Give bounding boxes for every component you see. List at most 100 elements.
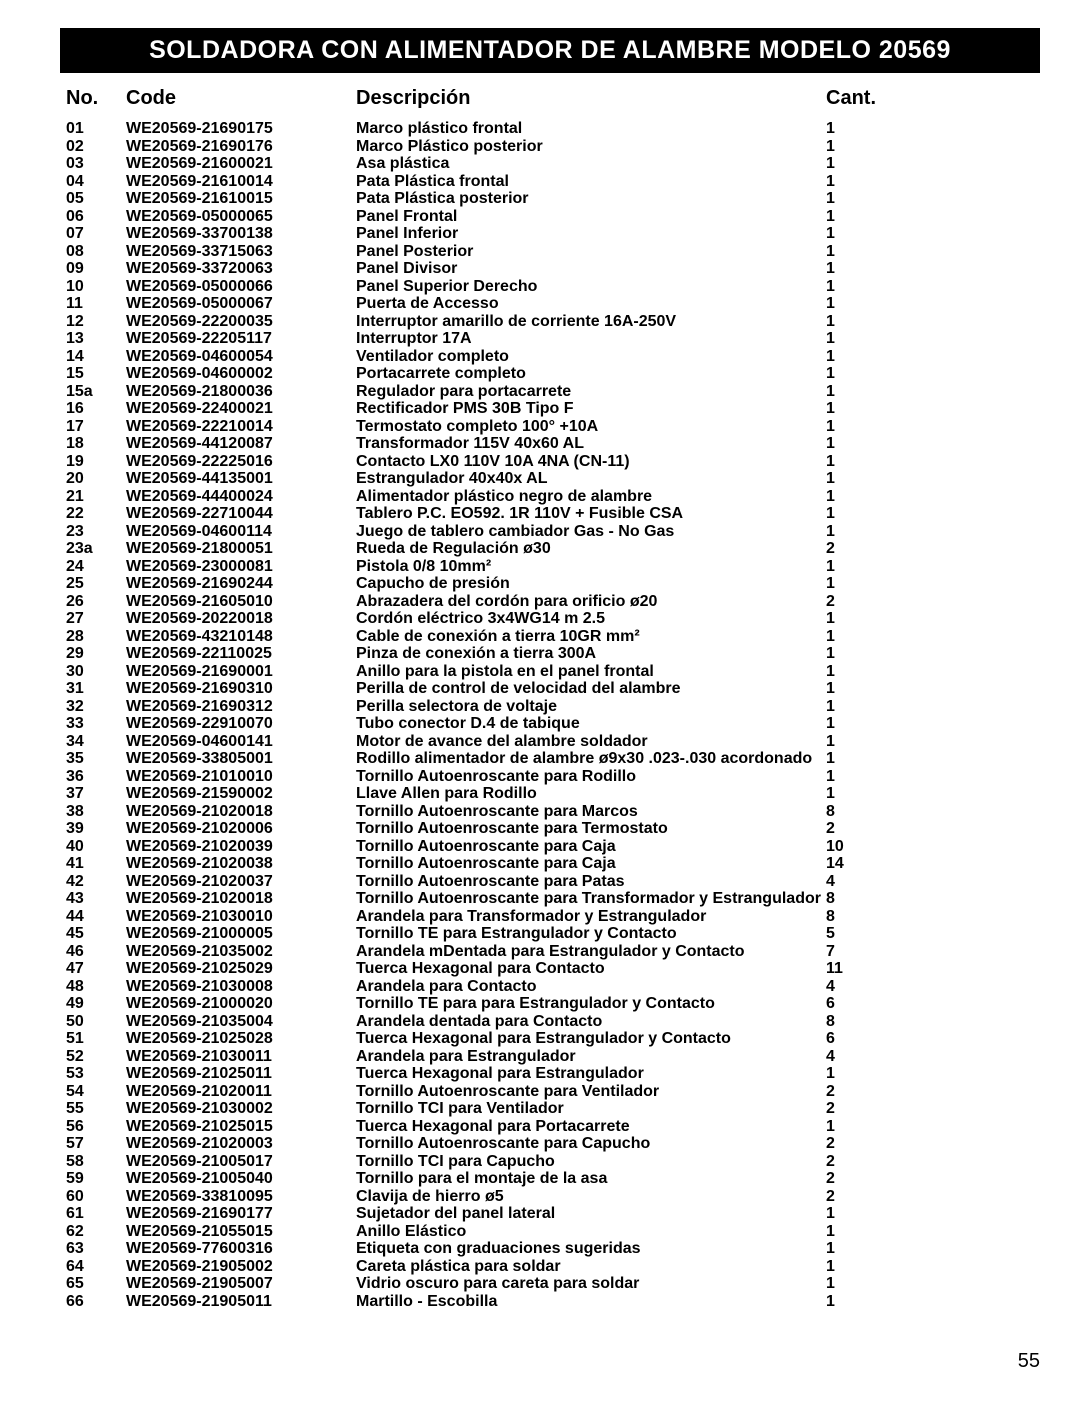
cell-no: 07 bbox=[66, 225, 126, 243]
table-row: 08WE20569-33715063Panel Posterior1 bbox=[66, 243, 1040, 261]
cell-desc: Tornillo Autoenroscante para Termostato bbox=[356, 820, 826, 838]
cell-desc: Tornillo Autoenroscante para Patas bbox=[356, 873, 826, 891]
cell-desc: Arandela para Transformador y Estrangula… bbox=[356, 908, 826, 926]
cell-code: WE20569-22710044 bbox=[126, 505, 356, 523]
cell-cant: 1 bbox=[826, 558, 886, 576]
table-row: 01WE20569-21690175Marco plástico frontal… bbox=[66, 120, 1040, 138]
table-row: 33WE20569-22910070Tubo conector D.4 de t… bbox=[66, 715, 1040, 733]
table-row: 57WE20569-21020003Tornillo Autoenroscant… bbox=[66, 1135, 1040, 1153]
table-row: 02WE20569-21690176Marco Plástico posteri… bbox=[66, 138, 1040, 156]
cell-cant: 1 bbox=[826, 785, 886, 803]
cell-cant: 1 bbox=[826, 260, 886, 278]
cell-cant: 2 bbox=[826, 1170, 886, 1188]
cell-desc: Interruptor 17A bbox=[356, 330, 826, 348]
cell-desc: Alimentador plástico negro de alambre bbox=[356, 488, 826, 506]
cell-no: 45 bbox=[66, 925, 126, 943]
table-row: 18WE20569-44120087Transformador 115V 40x… bbox=[66, 435, 1040, 453]
cell-cant: 1 bbox=[826, 750, 886, 768]
cell-code: WE20569-21025028 bbox=[126, 1030, 356, 1048]
table-row: 31WE20569-21690310Perilla de control de … bbox=[66, 680, 1040, 698]
cell-desc: Tornillo Autoenroscante para Rodillo bbox=[356, 768, 826, 786]
cell-cant: 1 bbox=[826, 1118, 886, 1136]
table-row: 65WE20569-21905007Vidrio oscuro para car… bbox=[66, 1275, 1040, 1293]
cell-code: WE20569-21020011 bbox=[126, 1083, 356, 1101]
table-row: 06WE20569-05000065Panel Frontal1 bbox=[66, 208, 1040, 226]
cell-code: WE20569-21055015 bbox=[126, 1223, 356, 1241]
cell-desc: Asa plástica bbox=[356, 155, 826, 173]
cell-cant: 1 bbox=[826, 348, 886, 366]
cell-no: 11 bbox=[66, 295, 126, 313]
cell-cant: 1 bbox=[826, 488, 886, 506]
cell-desc: Panel Frontal bbox=[356, 208, 826, 226]
cell-no: 05 bbox=[66, 190, 126, 208]
cell-no: 62 bbox=[66, 1223, 126, 1241]
cell-no: 27 bbox=[66, 610, 126, 628]
cell-cant: 2 bbox=[826, 1100, 886, 1118]
cell-no: 17 bbox=[66, 418, 126, 436]
cell-cant: 1 bbox=[826, 645, 886, 663]
cell-no: 41 bbox=[66, 855, 126, 873]
cell-no: 39 bbox=[66, 820, 126, 838]
cell-desc: Tornillo TE para para Estrangulador y Co… bbox=[356, 995, 826, 1013]
cell-cant: 1 bbox=[826, 330, 886, 348]
cell-no: 24 bbox=[66, 558, 126, 576]
cell-code: WE20569-21690175 bbox=[126, 120, 356, 138]
cell-desc: Tornillo Autoenroscante para Caja bbox=[356, 838, 826, 856]
cell-cant: 1 bbox=[826, 453, 886, 471]
cell-desc: Interruptor amarillo de corriente 16A-25… bbox=[356, 313, 826, 331]
cell-cant: 2 bbox=[826, 540, 886, 558]
cell-no: 10 bbox=[66, 278, 126, 296]
cell-cant: 7 bbox=[826, 943, 886, 961]
cell-no: 56 bbox=[66, 1118, 126, 1136]
title-bar: SOLDADORA CON ALIMENTADOR DE ALAMBRE MOD… bbox=[60, 28, 1040, 73]
table-header: No. Code Descripción Cant. bbox=[60, 87, 1040, 110]
cell-code: WE20569-21020039 bbox=[126, 838, 356, 856]
table-row: 43WE20569-21020018Tornillo Autoenroscant… bbox=[66, 890, 1040, 908]
cell-cant: 1 bbox=[826, 733, 886, 751]
cell-cant: 1 bbox=[826, 120, 886, 138]
cell-cant: 10 bbox=[826, 838, 886, 856]
cell-no: 03 bbox=[66, 155, 126, 173]
cell-code: WE20569-22400021 bbox=[126, 400, 356, 418]
cell-cant: 1 bbox=[826, 1240, 886, 1258]
cell-code: WE20569-21690310 bbox=[126, 680, 356, 698]
header-no: No. bbox=[66, 87, 126, 110]
cell-desc: Panel Inferior bbox=[356, 225, 826, 243]
cell-desc: Arandela mDentada para Estrangulador y C… bbox=[356, 943, 826, 961]
header-desc: Descripción bbox=[356, 87, 826, 110]
cell-code: WE20569-21690312 bbox=[126, 698, 356, 716]
table-row: 28WE20569-43210148Cable de conexión a ti… bbox=[66, 628, 1040, 646]
table-row: 23aWE20569-21800051Rueda de Regulación ø… bbox=[66, 540, 1040, 558]
cell-no: 19 bbox=[66, 453, 126, 471]
cell-no: 33 bbox=[66, 715, 126, 733]
page-title: SOLDADORA CON ALIMENTADOR DE ALAMBRE MOD… bbox=[149, 36, 951, 64]
cell-cant: 8 bbox=[826, 890, 886, 908]
table-row: 23WE20569-04600114Juego de tablero cambi… bbox=[66, 523, 1040, 541]
cell-desc: Rectificador PMS 30B Tipo F bbox=[356, 400, 826, 418]
cell-no: 53 bbox=[66, 1065, 126, 1083]
page-number: 55 bbox=[1018, 1350, 1040, 1373]
cell-code: WE20569-21610015 bbox=[126, 190, 356, 208]
cell-code: WE20569-21905007 bbox=[126, 1275, 356, 1293]
cell-code: WE20569-21030002 bbox=[126, 1100, 356, 1118]
table-row: 14WE20569-04600054Ventilador completo1 bbox=[66, 348, 1040, 366]
table-row: 35WE20569-33805001Rodillo alimentador de… bbox=[66, 750, 1040, 768]
cell-desc: Marco plástico frontal bbox=[356, 120, 826, 138]
cell-desc: Tubo conector D.4 de tabique bbox=[356, 715, 826, 733]
cell-no: 04 bbox=[66, 173, 126, 191]
cell-cant: 1 bbox=[826, 715, 886, 733]
cell-code: WE20569-04600002 bbox=[126, 365, 356, 383]
cell-code: WE20569-21600021 bbox=[126, 155, 356, 173]
table-row: 56WE20569-21025015Tuerca Hexagonal para … bbox=[66, 1118, 1040, 1136]
cell-no: 50 bbox=[66, 1013, 126, 1031]
cell-code: WE20569-21035002 bbox=[126, 943, 356, 961]
table-row: 27WE20569-20220018Cordón eléctrico 3x4WG… bbox=[66, 610, 1040, 628]
cell-no: 09 bbox=[66, 260, 126, 278]
table-row: 15WE20569-04600002Portacarrete completo1 bbox=[66, 365, 1040, 383]
table-row: 24WE20569-23000081Pistola 0/8 10mm²1 bbox=[66, 558, 1040, 576]
cell-desc: Abrazadera del cordón para orificio ø20 bbox=[356, 593, 826, 611]
cell-code: WE20569-21000020 bbox=[126, 995, 356, 1013]
cell-desc: Marco Plástico posterior bbox=[356, 138, 826, 156]
cell-code: WE20569-21025015 bbox=[126, 1118, 356, 1136]
cell-code: WE20569-21605010 bbox=[126, 593, 356, 611]
